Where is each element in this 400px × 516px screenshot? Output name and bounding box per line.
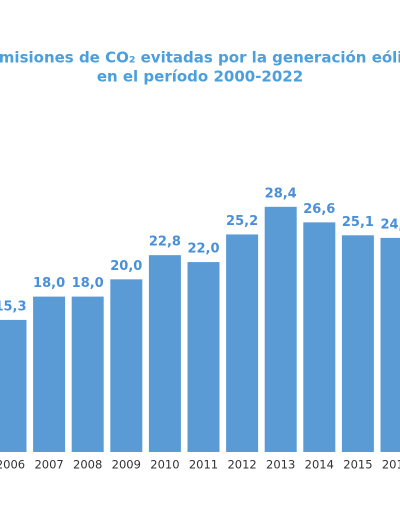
bar <box>226 234 259 452</box>
x-tick-label: 2009 <box>112 458 141 472</box>
x-tick-label: 2014 <box>305 458 334 472</box>
x-tick-label: 2013 <box>266 458 295 472</box>
bar <box>264 206 297 452</box>
bar <box>148 255 181 452</box>
value-label: 24,8 <box>380 217 400 232</box>
value-label: 18,0 <box>72 276 104 291</box>
chart-title: en el período 2000-2022 <box>97 68 303 86</box>
value-label: 25,1 <box>342 215 374 230</box>
bar <box>341 235 374 452</box>
x-tick-label: 2012 <box>227 458 256 472</box>
bar <box>71 296 104 452</box>
value-label: 28,4 <box>265 186 297 201</box>
bar <box>33 296 66 452</box>
x-tick-label: 2010 <box>150 458 179 472</box>
value-label: 22,0 <box>187 242 219 257</box>
x-tick-label: 2007 <box>34 458 63 472</box>
x-tick-label: 2015 <box>343 458 372 472</box>
bar <box>110 279 143 452</box>
value-label: 26,6 <box>303 202 335 217</box>
x-tick-label: 2008 <box>73 458 102 472</box>
value-label: 22,8 <box>149 235 181 250</box>
bar <box>303 222 336 452</box>
chart-title: Emisiones de CO₂ evitadas por la generac… <box>0 49 400 67</box>
bar <box>187 262 220 452</box>
bar <box>0 319 27 452</box>
value-label: 15,3 <box>0 299 27 314</box>
x-tick-label: 2016 <box>382 458 400 472</box>
value-label: 25,2 <box>226 214 258 229</box>
value-label: 18,0 <box>33 276 65 291</box>
value-label: 20,0 <box>110 259 142 274</box>
bar <box>380 237 400 452</box>
x-tick-label: 2011 <box>189 458 218 472</box>
